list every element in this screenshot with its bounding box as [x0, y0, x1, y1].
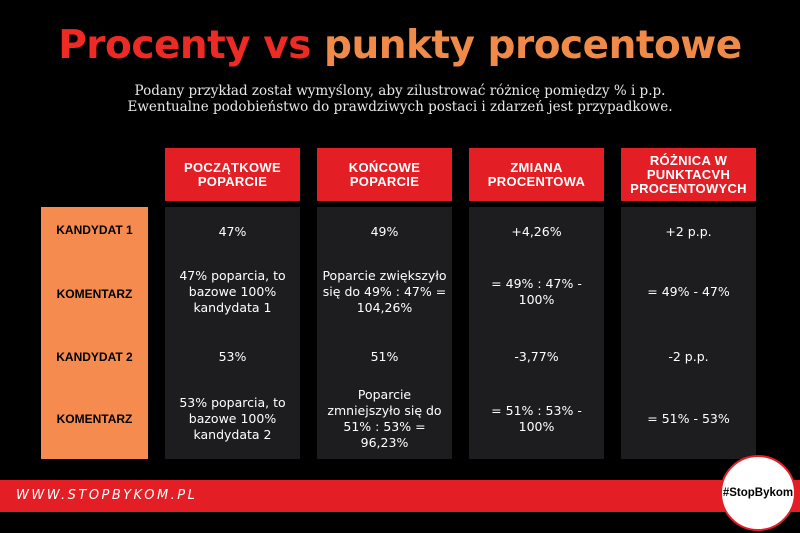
- cell-pp-comment-2: = 51% - 53%: [647, 411, 730, 426]
- cell-final-candidate-1: 49%: [370, 224, 399, 239]
- row-label-comment-1: KOMENTARZ: [56, 287, 133, 301]
- cell-final-candidate-2: 51%: [370, 349, 399, 364]
- cell-initial-candidate-1: 47%: [218, 224, 247, 239]
- footer-bar: [0, 480, 800, 512]
- cell-pp-comment-1: = 49% - 47%: [647, 284, 730, 299]
- header-initial-support: POCZĄTKOWE POPARCIE: [165, 148, 300, 201]
- footer-website-link[interactable]: WWW.STOPBYKOM.PL: [16, 488, 198, 503]
- header-pp-difference: RÓŻNICA W PUNKTACVH PROCENTOWYCH: [621, 148, 756, 201]
- column-final-support: 49% Poparcie zwiększyło się do 49% : 47%…: [317, 207, 452, 459]
- cell-pp-candidate-2: -2 p.p.: [668, 349, 709, 364]
- title-part-procenty: Procenty vs: [58, 23, 311, 68]
- header-percent-change: ZMIANA PROCENTOWA: [469, 148, 604, 201]
- column-initial-support: 47% 47% poparcia, to bazowe 100% kandyda…: [165, 207, 300, 459]
- header-final-support: KOŃCOWE POPARCIE: [317, 148, 452, 201]
- stopbykom-badge: #StopBykom: [720, 455, 796, 531]
- title-part-punkty: punkty procentowe: [324, 23, 742, 68]
- row-label-comment-2: KOMENTARZ: [56, 412, 133, 426]
- subtitle-line-2: Ewentualne podobieństwo do prawdziwych p…: [127, 99, 673, 115]
- cell-pp-candidate-1: +2 p.p.: [665, 224, 712, 239]
- column-pp-difference: +2 p.p. = 49% - 47% -2 p.p. = 51% - 53%: [621, 207, 756, 459]
- cell-change-candidate-1: +4,26%: [511, 224, 562, 239]
- cell-initial-candidate-2: 53%: [218, 349, 247, 364]
- row-labels-column: KANDYDAT 1 KOMENTARZ KANDYDAT 2 KOMENTAR…: [41, 207, 148, 459]
- cell-initial-comment-2: 53% poparcia, to bazowe 100% kandydata 2: [179, 395, 286, 442]
- cell-final-comment-1: Poparcie zwiększyło się do 49% : 47% = 1…: [322, 268, 447, 315]
- cell-initial-comment-1: 47% poparcia, to bazowe 100% kandydata 1: [179, 268, 286, 315]
- row-label-candidate-2: KANDYDAT 2: [56, 350, 133, 364]
- cell-change-comment-1: = 49% : 47% - 100%: [491, 276, 582, 307]
- cell-change-candidate-2: -3,77%: [514, 349, 559, 364]
- subtitle-line-1: Podany przykład został wymyślony, aby zi…: [134, 83, 666, 99]
- subtitle: Podany przykład został wymyślony, aby zi…: [0, 83, 800, 115]
- column-percent-change: +4,26% = 49% : 47% - 100% -3,77% = 51% :…: [469, 207, 604, 459]
- row-label-candidate-1: KANDYDAT 1: [56, 223, 133, 237]
- cell-change-comment-2: = 51% : 53% - 100%: [491, 403, 582, 434]
- page-title: Procenty vs punkty procentowe: [0, 22, 800, 70]
- cell-final-comment-2: Poparcie zmniejszyło się do 51% : 53% = …: [327, 387, 442, 450]
